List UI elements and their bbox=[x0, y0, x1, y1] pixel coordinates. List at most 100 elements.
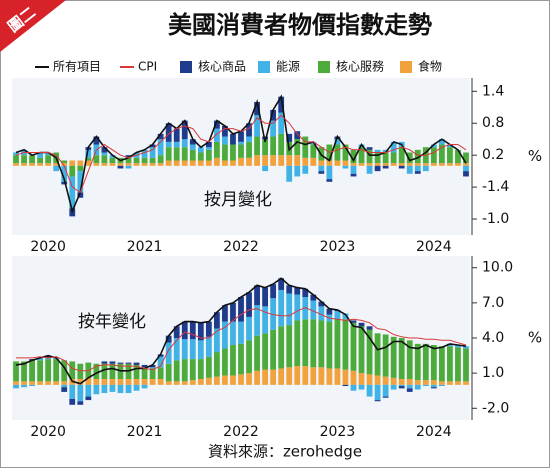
bar-segment bbox=[29, 163, 35, 166]
bar-segment bbox=[278, 96, 285, 113]
bar-segment bbox=[125, 165, 132, 169]
bar-segment bbox=[270, 136, 277, 156]
bar-segment bbox=[350, 149, 357, 164]
bar-segment bbox=[85, 377, 92, 385]
x-tick-label: 2020 bbox=[30, 424, 66, 440]
bar-segment bbox=[374, 375, 381, 385]
bar-segment bbox=[310, 294, 317, 301]
bar-segment bbox=[181, 339, 188, 360]
bar-segment bbox=[310, 144, 317, 158]
bar-segment bbox=[141, 163, 148, 166]
bar-segment bbox=[125, 163, 132, 166]
bar-segment bbox=[189, 160, 196, 166]
bar-segment bbox=[246, 123, 252, 137]
y-tick-label: 0.8 bbox=[482, 115, 504, 131]
bar-segment bbox=[101, 147, 108, 153]
bar-segment bbox=[109, 163, 116, 166]
bar-segment bbox=[406, 340, 413, 379]
bar-segment bbox=[197, 340, 204, 360]
bar-segment bbox=[455, 381, 461, 385]
bar-segment bbox=[109, 157, 116, 164]
bar-segment bbox=[29, 381, 35, 385]
bar-segment bbox=[45, 163, 52, 166]
bar-segment bbox=[447, 163, 453, 166]
bar-segment bbox=[222, 144, 228, 161]
line bbox=[15, 277, 467, 385]
bar-segment bbox=[205, 321, 212, 337]
bar-segment bbox=[430, 163, 437, 166]
y-tick-label: 4.0 bbox=[482, 330, 504, 346]
bar-segment bbox=[205, 149, 212, 161]
bar-segment bbox=[21, 381, 27, 385]
bar-segment bbox=[278, 289, 285, 327]
bar-segment bbox=[430, 147, 437, 164]
bar-segment bbox=[414, 171, 421, 174]
bar-segment bbox=[350, 163, 357, 166]
bar-segment bbox=[358, 322, 365, 327]
bar-segment bbox=[278, 278, 285, 290]
bar-segment bbox=[149, 364, 156, 368]
bar-segment bbox=[214, 128, 220, 142]
bar-segment bbox=[398, 379, 405, 385]
bar-segment bbox=[149, 144, 156, 148]
bar-segment bbox=[45, 381, 52, 385]
bar-segment bbox=[398, 163, 405, 166]
bar-segment bbox=[149, 379, 156, 385]
bar-segment bbox=[262, 155, 268, 166]
bar-segment bbox=[53, 163, 60, 166]
bar-segment bbox=[230, 144, 236, 161]
bar-segment bbox=[69, 384, 76, 399]
bar-segment bbox=[181, 321, 188, 340]
bar-segment bbox=[366, 165, 373, 174]
x-tick-label: 2021 bbox=[127, 424, 163, 440]
bar-segment bbox=[189, 321, 196, 340]
bar-segment bbox=[141, 157, 148, 164]
bar-segment bbox=[85, 157, 92, 161]
bar-segment bbox=[438, 163, 445, 166]
bar-segment bbox=[141, 149, 148, 158]
bar-segment bbox=[447, 345, 453, 347]
bar-segment bbox=[438, 381, 445, 385]
bar-segment bbox=[69, 361, 76, 379]
bar-segment bbox=[165, 342, 172, 364]
bar-segment bbox=[109, 155, 116, 158]
bar-segment bbox=[214, 328, 220, 353]
legend-label: 核心服務 bbox=[336, 60, 384, 74]
bar-segment bbox=[286, 367, 293, 385]
bar-segment bbox=[430, 380, 437, 385]
line bbox=[15, 114, 467, 194]
bar-segment bbox=[422, 163, 429, 166]
bar-segment bbox=[318, 367, 325, 385]
bar-segment bbox=[93, 155, 100, 164]
bar-segment bbox=[21, 361, 27, 382]
bar-segment bbox=[294, 287, 301, 295]
bar-segment bbox=[21, 384, 27, 388]
bar-segment bbox=[61, 165, 68, 182]
bar-segment bbox=[406, 165, 413, 174]
bar-segment bbox=[447, 381, 453, 385]
bar-segment bbox=[93, 163, 100, 166]
bar-segment bbox=[37, 357, 44, 361]
bar-segment bbox=[93, 384, 100, 395]
bar-segment bbox=[230, 160, 236, 166]
bar-segment bbox=[350, 320, 357, 323]
bar-segment bbox=[398, 338, 405, 379]
bar-segment bbox=[326, 308, 333, 315]
bar-segment bbox=[230, 345, 236, 376]
bar-segment bbox=[85, 396, 92, 401]
bar-segment bbox=[197, 359, 204, 379]
bar-segment bbox=[270, 155, 277, 166]
bar-segment bbox=[222, 348, 228, 376]
bar-segment bbox=[390, 336, 397, 378]
x-tick-label: 2023 bbox=[320, 424, 356, 440]
bar-segment bbox=[390, 384, 397, 390]
bar-segment bbox=[414, 165, 421, 172]
bar-segment bbox=[382, 384, 389, 397]
bar-segment bbox=[246, 141, 252, 158]
bar-segment bbox=[262, 139, 268, 156]
bar-segment bbox=[37, 152, 44, 158]
bar-segment bbox=[157, 356, 164, 368]
bar-segment bbox=[69, 160, 76, 166]
bar-segment bbox=[414, 384, 421, 390]
